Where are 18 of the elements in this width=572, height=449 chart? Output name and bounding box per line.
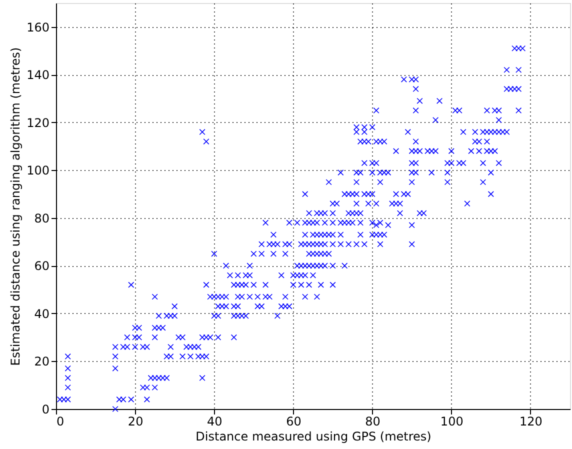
- x-tick-label: 60: [286, 414, 302, 428]
- x-axis-title: Distance measured using GPS (metres): [196, 430, 432, 444]
- y-tick-label: 160: [26, 20, 50, 34]
- x-tick-label: 20: [128, 414, 144, 428]
- y-tick-label: 20: [34, 354, 50, 369]
- y-tick-label: 60: [34, 259, 50, 274]
- y-axis-title: Estimated distance using ranging algorithm (metres): [8, 47, 23, 366]
- y-tick-label: 120: [26, 116, 50, 130]
- x-tick-label: 40: [207, 414, 222, 428]
- x-tick-label: 80: [365, 414, 380, 428]
- x-tick-label: 100: [440, 414, 464, 428]
- y-tick-label: 140: [26, 68, 50, 82]
- y-tick-label: 0: [42, 402, 50, 416]
- x-tick-label: 120: [520, 414, 542, 428]
- y-tick-label: 40: [34, 306, 50, 321]
- y-tick-label: 100: [26, 164, 50, 178]
- x-tick-label: 0: [56, 414, 64, 428]
- y-tick-label: 80: [34, 211, 50, 226]
